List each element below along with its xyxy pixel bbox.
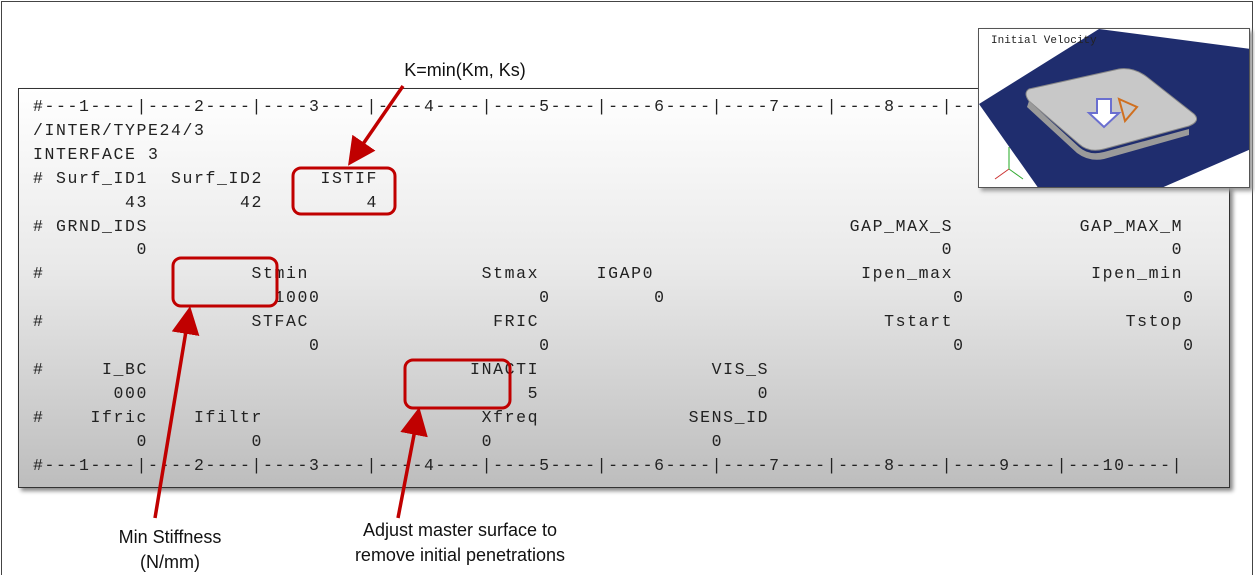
highlight-box <box>293 168 395 214</box>
annotation: Min Stiffness <box>90 527 250 548</box>
arrow <box>155 313 189 518</box>
annotation: (N/mm) <box>90 552 250 573</box>
arrow <box>398 414 418 518</box>
highlight-box <box>405 360 510 408</box>
scene <box>979 29 1250 188</box>
annotation: Adjust master surface to <box>330 520 590 541</box>
axis <box>1009 169 1023 179</box>
annotation: K=min(Km, Ks) <box>385 60 545 81</box>
annotation: remove initial penetrations <box>330 545 590 566</box>
inset-label: Initial Velocity <box>991 35 1097 47</box>
axis <box>995 169 1009 179</box>
arrow <box>352 86 403 160</box>
highlight-box <box>173 258 277 306</box>
page: #---1----|----2----|----3----|----4----|… <box>0 0 1255 575</box>
inset-image: Initial Velocity <box>978 28 1250 188</box>
